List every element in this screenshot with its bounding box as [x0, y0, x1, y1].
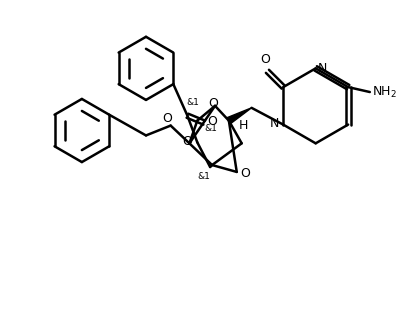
- Text: O: O: [207, 115, 217, 128]
- Text: &1: &1: [205, 124, 217, 133]
- Text: NH$_2$: NH$_2$: [372, 84, 397, 99]
- Text: O: O: [261, 53, 270, 66]
- Text: H: H: [239, 119, 248, 132]
- Text: O: O: [241, 168, 251, 181]
- Text: &1: &1: [186, 98, 199, 108]
- Text: O: O: [208, 97, 218, 110]
- Polygon shape: [227, 108, 251, 124]
- Text: N: N: [318, 62, 327, 75]
- Text: N: N: [270, 117, 279, 130]
- Text: O: O: [162, 112, 172, 125]
- Text: O: O: [182, 135, 192, 148]
- Text: &1: &1: [198, 173, 211, 181]
